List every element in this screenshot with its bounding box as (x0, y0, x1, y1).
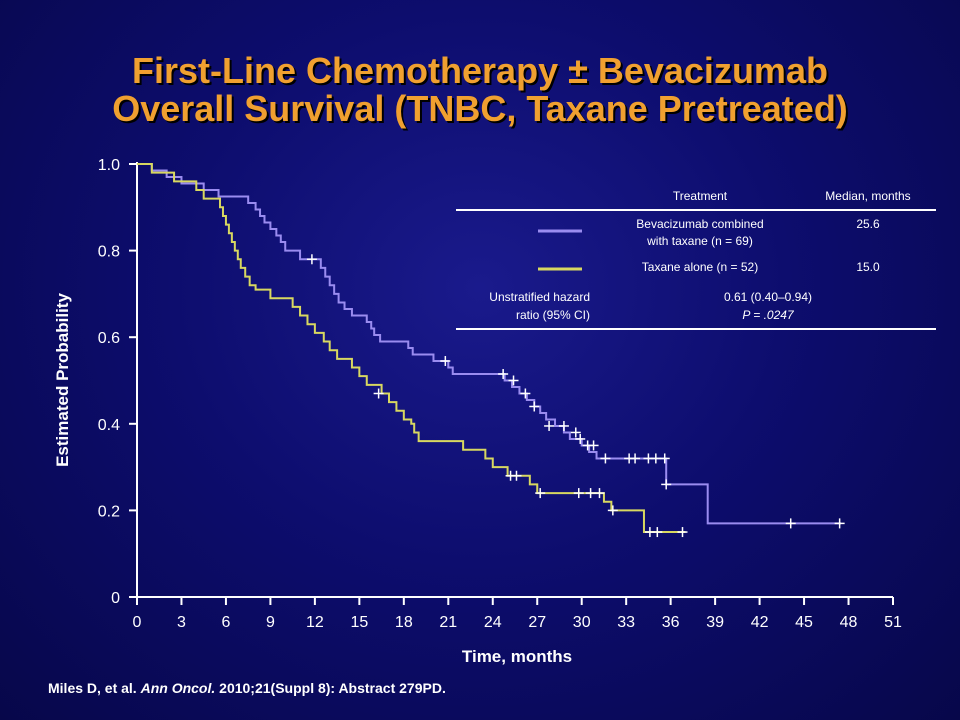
censor-mark (520, 388, 531, 399)
x-tick-label: 42 (751, 614, 769, 631)
p-value: P = .0247 (742, 308, 795, 322)
series-line-taxane (137, 163, 686, 534)
y-tick-label: 1.0 (98, 157, 120, 174)
citation: Miles D, et al. Ann Oncol. 2010;21(Suppl… (48, 680, 446, 696)
x-tick-label: 36 (662, 614, 680, 631)
censor-mark (677, 527, 688, 538)
x-tick-labels: 0 3 6 9 12 15 18 21 24 27 30 33 36 39 42 45 48 51 (133, 614, 902, 631)
citation-rest: 2010;21(Suppl 8): Abstract 279PD. (215, 680, 446, 696)
censor-mark (573, 488, 584, 499)
censor-mark (558, 420, 569, 431)
citation-journal: Ann Oncol. (140, 680, 216, 696)
y-tick-label: 0.8 (98, 244, 120, 261)
censor-mark (652, 527, 663, 538)
hr-label-line1: Unstratified hazard (489, 290, 590, 304)
censor-mark (650, 453, 661, 464)
censor-mark (630, 453, 641, 464)
y-tick-label: 0.6 (98, 330, 120, 347)
censor-mark (529, 401, 540, 412)
y-tick-label: 0 (111, 590, 120, 607)
censor-mark (306, 254, 317, 265)
x-axis-label: Time, months (462, 647, 572, 666)
x-tick-label: 18 (395, 614, 413, 631)
y-axis-label: Estimated Probability (53, 293, 72, 467)
x-tick-label: 0 (133, 614, 142, 631)
censor-mark (498, 369, 509, 380)
censor-mark (440, 356, 451, 367)
x-tick-label: 51 (884, 614, 902, 631)
title-line-2: Overall Survival (TNBC, Taxane Pretreate… (112, 88, 848, 129)
row2-treatment-line1: Taxane alone (n = 52) (642, 260, 758, 274)
title-line-1: First-Line Chemotherapy ± Bevacizumab (132, 50, 828, 91)
x-tick-label: 27 (528, 614, 546, 631)
y-tick-label: 0.4 (98, 417, 120, 434)
censor-layer (306, 254, 845, 538)
x-tick-label: 15 (350, 614, 368, 631)
x-tick-label: 6 (221, 614, 230, 631)
censor-mark (570, 427, 581, 438)
censor-mark (607, 505, 618, 516)
row2-median: 15.0 (856, 260, 880, 274)
censor-mark (508, 375, 519, 386)
citation-authors: Miles D, et al. (48, 680, 141, 696)
censor-mark (659, 453, 670, 464)
censor-mark (575, 433, 586, 444)
censor-mark (594, 488, 605, 499)
censor-mark (544, 420, 555, 431)
censor-mark (588, 440, 599, 451)
censor-mark (661, 479, 672, 490)
x-tick-label: 33 (617, 614, 635, 631)
censor-mark (785, 518, 796, 529)
censor-mark (834, 518, 845, 529)
x-tick-label: 12 (306, 614, 324, 631)
row1-treatment-line2: with taxane (n = 69) (646, 234, 753, 248)
x-tick-label: 21 (439, 614, 457, 631)
hr-value: 0.61 (0.40–0.94) (724, 290, 812, 304)
x-tick-label: 3 (177, 614, 186, 631)
legend-table: Treatment Median, months Bevacizumab com… (456, 189, 936, 330)
header-treatment: Treatment (673, 189, 728, 203)
censor-mark (511, 470, 522, 481)
hr-label-line2: ratio (95% CI) (516, 308, 590, 322)
censor-mark (600, 453, 611, 464)
header-median: Median, months (825, 189, 910, 203)
y-tick-label: 0.2 (98, 503, 120, 520)
x-tick-label: 39 (706, 614, 724, 631)
row1-median: 25.6 (856, 217, 880, 231)
x-tick-label: 24 (484, 614, 502, 631)
x-tick-label: 45 (795, 614, 813, 631)
chart-axes (129, 162, 894, 605)
row1-treatment-line1: Bevacizumab combined (636, 217, 763, 231)
x-tick-label: 30 (573, 614, 591, 631)
censor-mark (535, 488, 546, 499)
x-tick-label: 48 (840, 614, 858, 631)
x-tick-label: 9 (266, 614, 275, 631)
censor-mark (373, 388, 384, 399)
y-tick-labels: 0 0.2 0.4 0.6 0.8 1.0 (98, 157, 120, 607)
slide-title: First-Line Chemotherapy ± Bevacizumab Ov… (0, 52, 960, 128)
censor-mark (585, 488, 596, 499)
